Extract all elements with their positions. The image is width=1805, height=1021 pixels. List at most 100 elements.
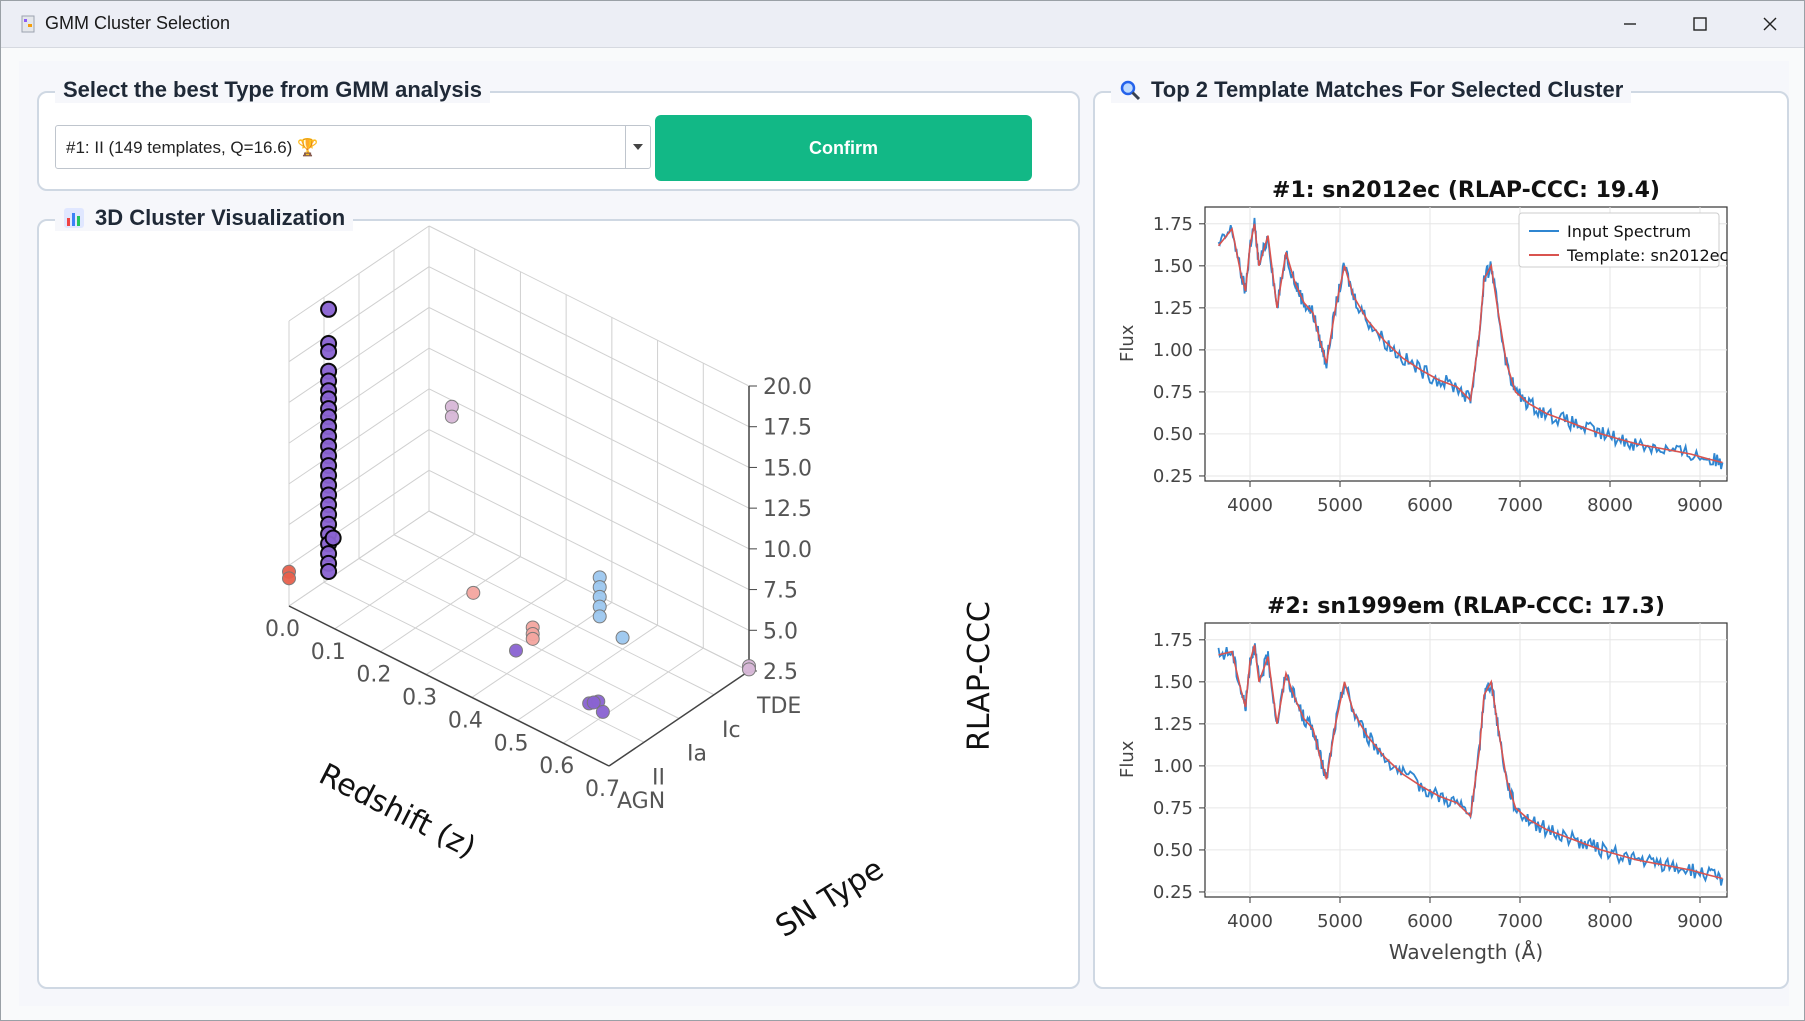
scatter-point [320, 300, 338, 318]
z-axis-label: RLAP-CCC [962, 601, 997, 751]
template-matches-legend: Top 2 Template Matches For Selected Clus… [1111, 77, 1632, 103]
y-tick-label: II [652, 765, 665, 790]
bar-chart-icon [64, 208, 84, 228]
chart-legend: Input Spectrum Template: sn2012ec [1518, 212, 1728, 268]
scatter-point [592, 609, 607, 624]
plot-area [1204, 622, 1728, 898]
y-axis-label: SN Type [770, 852, 890, 945]
type-selection-title: Select the best Type from GMM analysis [63, 77, 482, 102]
y-tick-label: 1.25 [1153, 298, 1193, 319]
x-tick-label: 0.5 [494, 731, 529, 756]
grid-line [428, 306, 750, 468]
scatter-point [282, 571, 296, 586]
x-tick-label: 7000 [1497, 495, 1543, 516]
scatter-point [324, 529, 342, 547]
x-tick-label: 5000 [1317, 495, 1363, 516]
close-button[interactable] [1735, 1, 1805, 47]
z-tick-label: 12.5 [763, 497, 812, 522]
y-tick-label: 1.50 [1153, 256, 1193, 277]
maximize-button[interactable] [1665, 1, 1735, 47]
x-tick-label: 9000 [1677, 911, 1723, 932]
type-select-dropdown[interactable]: #1: II (149 templates, Q=16.6) 🏆 [55, 125, 651, 169]
y-tick-label: 1.75 [1153, 630, 1193, 651]
grid-line [288, 510, 430, 607]
x-tick-label: 7000 [1497, 911, 1543, 932]
legend-entry: Input Spectrum [1567, 222, 1691, 241]
z-tick-label: 5.0 [763, 619, 798, 644]
grid-line [428, 429, 750, 591]
scatter-point [466, 585, 481, 600]
chevron-down-icon [633, 144, 643, 150]
magnifier-icon [1120, 80, 1141, 101]
chart-title: #2: sn1999em (RLAP-CCC: 17.3) [1267, 594, 1665, 619]
cluster-visualization-panel: 3D Cluster Visualization 0.0 0.1 0.2 0.3 0.4… [37, 205, 1080, 989]
x-axis-label: Redshift (z) [313, 757, 481, 866]
grid-line [428, 266, 750, 428]
y-tick-label: 0.50 [1153, 424, 1193, 445]
grid-line [358, 558, 680, 719]
spectrum-chart-2[interactable]: #2: sn1999em (RLAP-CCC: 17.3) 4000 5000 600… [1095, 549, 1787, 985]
cluster-visualization-legend: 3D Cluster Visualization [55, 205, 354, 231]
z-tick-label: 17.5 [763, 416, 812, 441]
y-tick-label: 1.50 [1153, 672, 1193, 693]
y-tick-label: 0.25 [1153, 466, 1193, 487]
type-select-value: #1: II (149 templates, Q=16.6) 🏆 [66, 138, 319, 157]
grid-line [288, 388, 430, 485]
y-tick-label: AGN [617, 789, 665, 814]
app-icon [21, 15, 35, 33]
series-line [1217, 223, 1723, 464]
series-line [1217, 643, 1724, 886]
x-tick-label: 0.1 [311, 640, 346, 665]
x-tick-label: 0.2 [356, 663, 391, 688]
scatter-axes-box [288, 225, 750, 767]
scatter-point [320, 343, 338, 361]
x-tick-label: 0.4 [448, 708, 483, 733]
grid-line [428, 510, 750, 672]
x-tick-label: 5000 [1317, 911, 1363, 932]
minimize-button[interactable] [1595, 1, 1665, 47]
scatter-point [595, 704, 610, 719]
x-tick-label: 8000 [1587, 911, 1633, 932]
x-tick-label: 0.7 [585, 777, 620, 802]
scatter-point [320, 563, 338, 581]
series-line [1218, 644, 1723, 880]
title-bar: GMM Cluster Selection [1, 1, 1804, 48]
y-tick-label: Ic [722, 718, 741, 743]
window-title: GMM Cluster Selection [45, 13, 231, 33]
y-axis-line [608, 670, 750, 767]
grid-line [323, 581, 645, 743]
x-tick-label: 6000 [1407, 495, 1453, 516]
y-axis-label: Flux [1117, 324, 1138, 362]
y-tick-label: 0.75 [1153, 382, 1193, 403]
z-tick-label: 20.0 [763, 375, 812, 400]
grid-line [428, 469, 750, 631]
legend-entry: Template: sn2012ec [1566, 246, 1728, 265]
scatter-point [615, 630, 630, 645]
scatter-point [586, 695, 601, 710]
scatter-point [742, 662, 756, 677]
y-tick-label: 1.00 [1153, 340, 1193, 361]
x-tick-label: 4000 [1227, 495, 1273, 516]
y-tick-label: 0.75 [1153, 798, 1193, 819]
x-tick-label: 4000 [1227, 911, 1273, 932]
scatter-point [444, 409, 459, 424]
spectrum-chart-1[interactable]: #1: sn2012ec (RLAP-CCC: 19.4) 4000 5000 600… [1095, 133, 1787, 553]
x-tick-label: 0.0 [265, 617, 300, 642]
grid-line [288, 307, 430, 403]
grid-line [288, 266, 430, 363]
grid-line [428, 388, 750, 550]
grid-line [393, 534, 715, 696]
z-tick-label: 10.0 [763, 538, 812, 563]
minimize-icon [1624, 23, 1636, 25]
type-selection-legend: Select the best Type from GMM analysis [55, 77, 490, 103]
z-tick-label: 15.0 [763, 456, 812, 481]
maximize-icon [1693, 17, 1707, 31]
z-tick-label: 2.5 [763, 660, 798, 685]
x-tick-label: 8000 [1587, 495, 1633, 516]
confirm-button[interactable]: Confirm [655, 115, 1032, 181]
y-tick-label: TDE [756, 694, 801, 719]
x-tick-label: 6000 [1407, 911, 1453, 932]
y-tick-label: Ia [687, 742, 707, 767]
dropdown-arrow[interactable] [625, 126, 650, 168]
